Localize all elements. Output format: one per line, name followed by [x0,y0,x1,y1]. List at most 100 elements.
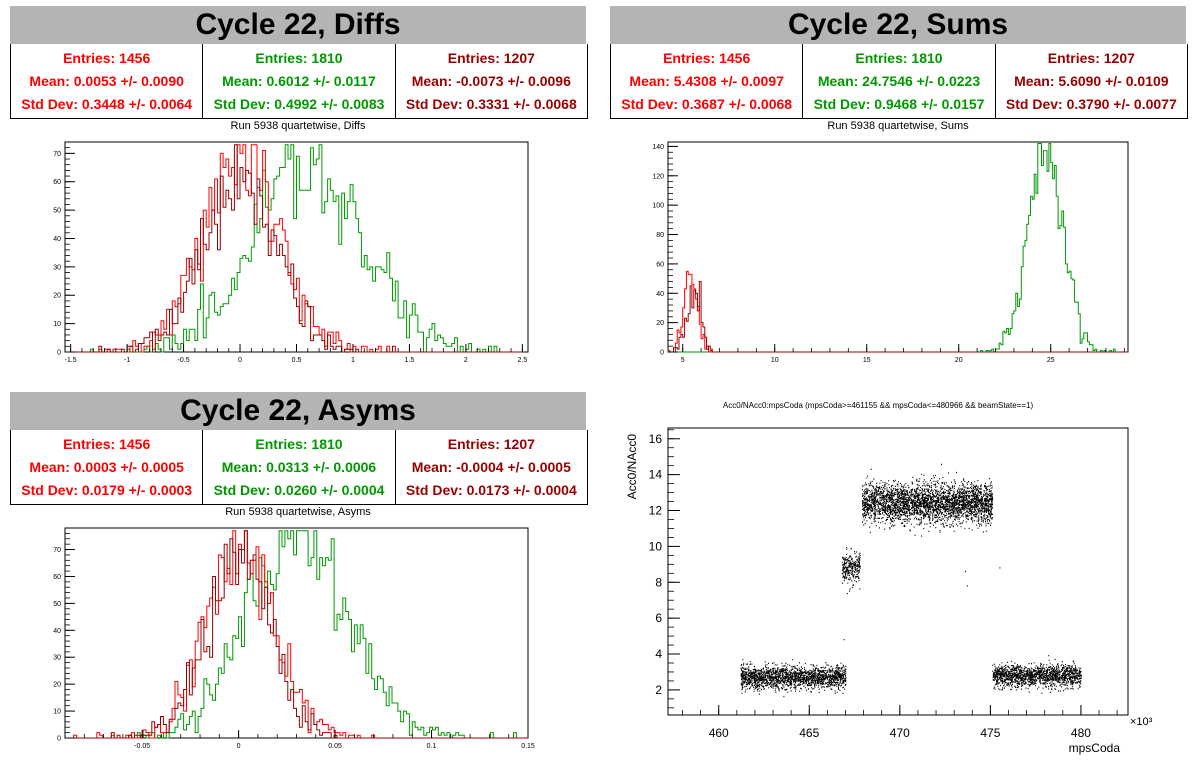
histogram-0: -1.5 -1 -0.5 0 0.5 1 1.5 2 2.5 0 10 20 30 40 50 60 70 [53,141,529,364]
y-tick-label: 40 [53,628,61,635]
y-axis-label: Acc0/NAcc0 [625,434,639,500]
x-tick-label: 0.15 [521,743,535,750]
stat-std: Std Dev: 0.0179 +/- 0.0003 [21,482,193,499]
diffs-stat-red: Entries: 1456 Mean: 0.0053 +/- 0.0090 St… [11,44,204,118]
x-tick-label: 475 [980,726,1000,740]
y-tick-label: 80 [656,232,664,239]
y-tick-label: 0 [660,350,664,357]
histogram-series-2 [668,281,1128,353]
y-tick-label: 8 [655,575,662,589]
stat-entries: Entries: 1456 [663,49,751,66]
stat-mean: Mean: 5.6090 +/- 0.0109 [1014,72,1169,89]
y-tick-label: 20 [656,320,664,327]
histogram-series-0 [70,144,523,353]
stat-mean: Mean: 0.0313 +/- 0.0006 [221,458,377,475]
x-tick-label: 0.5 [292,357,302,364]
stat-std: Std Dev: 0.0260 +/- 0.0004 [213,482,385,499]
y-tick-label: 70 [53,151,61,158]
y-tick-label: 20 [53,682,61,689]
stat-mean: Mean: 0.0003 +/- 0.0005 [29,458,184,475]
sums-stat-darkred: Entries: 1207 Mean: 5.6090 +/- 0.0109 St… [996,44,1187,118]
y-tick-label: 60 [656,261,664,268]
y-tick-label: 10 [53,709,61,716]
x-tick-label: 0.05 [328,743,342,750]
x-tick-label: -1.5 [65,357,77,364]
stat-mean: Mean: 0.0053 +/- 0.0090 [29,72,184,89]
y-tick-label: 140 [652,144,664,151]
histogram-series-2 [70,144,523,353]
stat-mean: Mean: 0.6012 +/- 0.0117 [222,72,376,89]
x-tick-label: 10 [771,357,779,364]
stat-entries: Entries: 1456 [63,49,151,66]
sums-stat-red: Entries: 1456 Mean: 5.4308 +/- 0.0097 St… [611,44,804,118]
stat-std: Std Dev: 0.3448 +/- 0.0064 [21,96,193,113]
x-tick-label: 20 [955,357,963,364]
x-tick-label: 470 [890,726,910,740]
plot-frame [667,141,1129,353]
histogram-series-0 [668,143,1128,353]
sums-stat-green: Entries: 1810 Mean: 24.7546 +/- 0.0223 S… [803,44,996,118]
stat-mean: Mean: 5.4308 +/- 0.0097 [629,72,784,89]
stat-std: Std Dev: 0.3687 +/- 0.0068 [621,96,793,113]
x-tick-label: 0 [238,357,242,364]
asyms-stat-green: Entries: 1810 Mean: 0.0313 +/- 0.0006 St… [203,430,396,504]
x-tick-label: 2.5 [517,357,527,364]
y-tick-label: 40 [656,291,664,298]
y-tick-label: 30 [53,655,61,662]
plot-frame [667,427,1129,716]
x-tick-label: 15 [863,357,871,364]
stat-std: Std Dev: 0.0173 +/- 0.0004 [405,482,577,499]
y-tick-label: 12 [649,504,663,518]
y-tick-label: 0 [57,350,61,357]
x-multiplier-label: ×10³ [1130,716,1153,728]
x-tick-label: -1 [124,357,130,364]
diffs-stats: Entries: 1456 Mean: 0.0053 +/- 0.0090 St… [10,44,588,119]
x-tick-label: -0.05 [134,743,150,750]
y-tick-label: 40 [53,236,61,243]
sums-title: Cycle 22, Sums [610,6,1186,44]
plot-frame [64,527,529,739]
x-tick-label: 465 [799,726,819,740]
x-tick-label: 5 [681,357,685,364]
x-tick-label: 460 [709,726,729,740]
stat-std: Std Dev: 0.3790 +/- 0.0077 [1005,96,1177,113]
x-tick-label: 1.5 [405,357,415,364]
x-tick-label: 0 [237,743,241,750]
sums-subtitle: Run 5938 quartetwise, Sums [827,120,969,132]
stat-entries: Entries: 1207 [447,435,535,452]
y-tick-label: 0 [57,736,61,743]
diffs-stat-darkred: Entries: 1207 Mean: -0.0073 +/- 0.0096 S… [396,44,587,118]
scatter-points [740,463,1082,698]
x-tick-label: 480 [1071,726,1091,740]
y-tick-label: 50 [53,601,61,608]
diffs-stat-green: Entries: 1810 Mean: 0.6012 +/- 0.0117 St… [203,44,396,118]
y-tick-label: 4 [655,647,662,661]
y-tick-label: 50 [53,208,61,215]
stat-mean: Mean: -0.0073 +/- 0.0096 [411,72,571,89]
asyms-stat-darkred: Entries: 1207 Mean: -0.0004 +/- 0.0005 S… [396,430,587,504]
y-tick-label: 14 [649,468,663,482]
x-tick-label: 2 [464,357,468,364]
diffs-title: Cycle 22, Diffs [10,6,586,44]
histogram-series-0 [65,530,528,739]
histogram-series-2 [65,530,528,739]
y-tick-label: 70 [53,547,61,554]
asyms-stats: Entries: 1456 Mean: 0.0003 +/- 0.0005 St… [10,430,588,505]
stat-entries: Entries: 1456 [63,435,151,452]
histogram-2: -0.05 0 0.05 0.1 0.15 0 10 20 30 40 50 60 70 [53,527,535,750]
stat-mean: Mean: 24.7546 +/- 0.0223 [817,72,981,89]
x-tick-label: 0.1 [427,743,437,750]
stat-entries: Entries: 1810 [255,435,343,452]
diffs-subtitle: Run 5938 quartetwise, Diffs [230,120,366,132]
stat-std: Std Dev: 0.3331 +/- 0.0068 [405,96,577,113]
y-tick-label: 10 [53,321,61,328]
x-axis-label: mpsCoda [1069,741,1121,755]
sums-stats: Entries: 1456 Mean: 5.4308 +/- 0.0097 St… [610,44,1188,119]
y-tick-label: 20 [53,293,61,300]
stat-entries: Entries: 1207 [447,49,535,66]
y-tick-label: 60 [53,574,61,581]
x-tick-label: -0.5 [178,357,190,364]
y-tick-label: 2 [655,683,662,697]
y-tick-label: 60 [53,179,61,186]
x-tick-label: 25 [1047,357,1055,364]
